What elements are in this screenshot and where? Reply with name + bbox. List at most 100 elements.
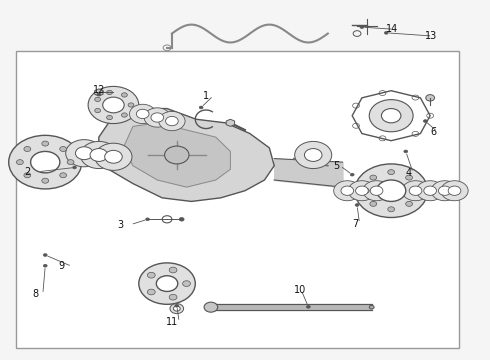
Circle shape bbox=[144, 108, 171, 127]
Circle shape bbox=[17, 159, 24, 165]
Circle shape bbox=[370, 201, 377, 206]
Circle shape bbox=[60, 173, 67, 178]
Text: 11: 11 bbox=[166, 317, 178, 327]
Circle shape bbox=[388, 170, 394, 175]
Circle shape bbox=[169, 294, 177, 300]
Circle shape bbox=[107, 90, 113, 95]
Text: 9: 9 bbox=[59, 261, 65, 271]
Circle shape bbox=[409, 186, 422, 195]
Circle shape bbox=[363, 188, 369, 193]
Circle shape bbox=[88, 86, 139, 123]
Circle shape bbox=[107, 115, 113, 120]
Circle shape bbox=[355, 164, 428, 217]
Circle shape bbox=[75, 147, 93, 159]
Text: 5: 5 bbox=[333, 161, 339, 171]
Circle shape bbox=[24, 173, 31, 178]
Text: 8: 8 bbox=[32, 289, 39, 299]
Circle shape bbox=[146, 218, 149, 221]
Circle shape bbox=[165, 146, 189, 164]
Circle shape bbox=[128, 103, 134, 107]
Circle shape bbox=[129, 104, 156, 123]
Circle shape bbox=[334, 181, 361, 201]
Circle shape bbox=[97, 93, 101, 96]
Text: 14: 14 bbox=[386, 24, 398, 34]
Text: 2: 2 bbox=[24, 167, 30, 177]
Circle shape bbox=[370, 186, 383, 195]
Circle shape bbox=[416, 181, 444, 201]
Circle shape bbox=[60, 147, 67, 152]
Circle shape bbox=[439, 186, 451, 195]
Circle shape bbox=[90, 149, 108, 161]
Circle shape bbox=[179, 217, 184, 221]
Circle shape bbox=[360, 26, 364, 28]
Circle shape bbox=[67, 159, 74, 165]
Circle shape bbox=[348, 181, 375, 201]
Circle shape bbox=[384, 31, 388, 34]
Circle shape bbox=[166, 116, 178, 126]
Circle shape bbox=[170, 303, 184, 314]
Polygon shape bbox=[226, 119, 235, 126]
Circle shape bbox=[204, 302, 218, 312]
Text: 3: 3 bbox=[117, 220, 123, 230]
Circle shape bbox=[151, 113, 164, 122]
Circle shape bbox=[350, 173, 354, 176]
Circle shape bbox=[80, 141, 117, 168]
Circle shape bbox=[388, 207, 394, 212]
Circle shape bbox=[413, 188, 420, 193]
Text: 13: 13 bbox=[425, 31, 438, 41]
Polygon shape bbox=[99, 109, 274, 202]
Circle shape bbox=[424, 186, 437, 195]
Circle shape bbox=[73, 166, 76, 169]
Circle shape bbox=[159, 111, 185, 131]
Circle shape bbox=[406, 175, 413, 180]
Circle shape bbox=[341, 186, 354, 195]
Circle shape bbox=[95, 143, 132, 170]
Circle shape bbox=[9, 135, 82, 189]
Circle shape bbox=[103, 97, 124, 113]
Circle shape bbox=[355, 203, 359, 206]
Circle shape bbox=[402, 181, 429, 201]
Circle shape bbox=[423, 120, 427, 122]
Circle shape bbox=[448, 186, 461, 195]
Text: 1: 1 bbox=[203, 91, 209, 101]
Circle shape bbox=[356, 186, 368, 195]
Circle shape bbox=[426, 95, 435, 101]
Text: 7: 7 bbox=[352, 219, 359, 229]
Circle shape bbox=[406, 201, 413, 206]
Circle shape bbox=[43, 264, 47, 267]
Circle shape bbox=[156, 276, 178, 292]
Text: 6: 6 bbox=[430, 127, 436, 137]
Circle shape bbox=[175, 304, 179, 307]
Circle shape bbox=[122, 113, 127, 117]
Polygon shape bbox=[95, 89, 103, 96]
Circle shape bbox=[169, 267, 177, 273]
Circle shape bbox=[30, 152, 60, 173]
Text: 10: 10 bbox=[294, 285, 306, 295]
Circle shape bbox=[66, 140, 103, 167]
Circle shape bbox=[95, 108, 100, 113]
Circle shape bbox=[441, 181, 468, 201]
Circle shape bbox=[147, 289, 155, 295]
Circle shape bbox=[183, 281, 191, 287]
Polygon shape bbox=[123, 123, 230, 187]
Circle shape bbox=[376, 180, 406, 202]
Circle shape bbox=[95, 97, 100, 102]
Text: 12: 12 bbox=[93, 85, 105, 95]
Circle shape bbox=[122, 93, 127, 97]
Circle shape bbox=[306, 305, 310, 308]
Circle shape bbox=[363, 181, 390, 201]
Circle shape bbox=[369, 305, 374, 309]
FancyBboxPatch shape bbox=[16, 51, 460, 348]
Circle shape bbox=[42, 141, 49, 146]
Circle shape bbox=[139, 263, 196, 304]
Circle shape bbox=[173, 306, 180, 311]
Circle shape bbox=[42, 178, 49, 183]
Circle shape bbox=[43, 253, 47, 256]
Circle shape bbox=[199, 106, 203, 109]
Circle shape bbox=[404, 150, 408, 153]
Circle shape bbox=[369, 100, 413, 132]
Circle shape bbox=[304, 149, 322, 161]
Circle shape bbox=[147, 272, 155, 278]
Circle shape bbox=[431, 181, 459, 201]
Circle shape bbox=[370, 175, 377, 180]
